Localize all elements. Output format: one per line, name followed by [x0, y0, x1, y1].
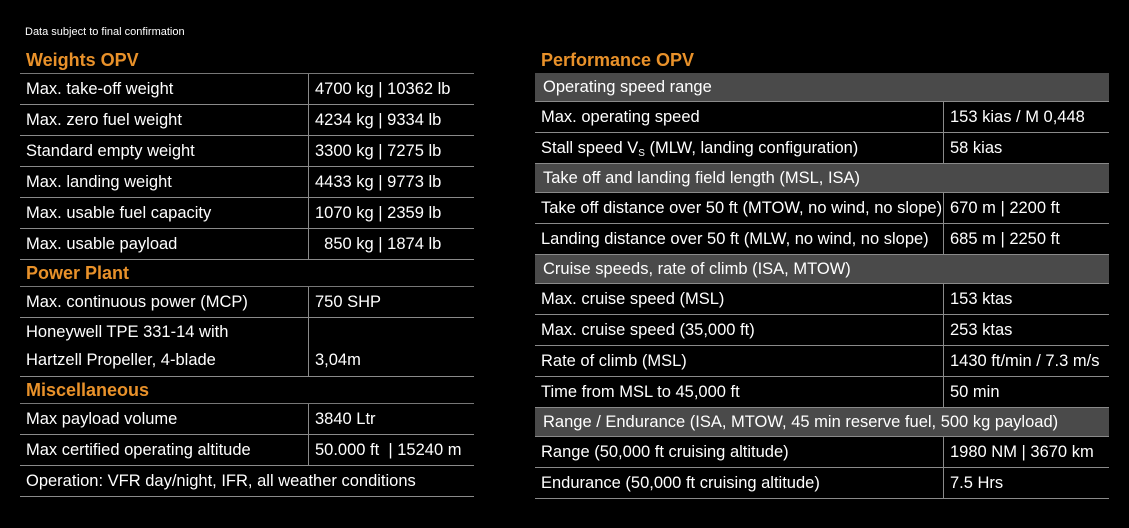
- row-value: 1070 kg | 2359 lb: [308, 198, 474, 228]
- row-value: 58 kias: [943, 133, 1109, 163]
- row-value: 4700 kg | 10362 lb: [308, 74, 474, 104]
- row-label: Range (50,000 ft cruising altitude): [541, 443, 789, 461]
- row-label: Max payload volume: [26, 410, 178, 428]
- table-row: Max. zero fuel weight 4234 kg | 9334 lb: [20, 105, 474, 136]
- power-plant-title: Power Plant: [20, 260, 474, 287]
- row-label: Time from MSL to 45,000 ft: [541, 383, 740, 401]
- row-value: 750 SHP: [308, 287, 474, 317]
- field-length-header: Take off and landing field length (MSL, …: [535, 164, 1109, 193]
- row-label: Standard empty weight: [26, 142, 195, 160]
- propeller-value: 3,04m: [315, 351, 361, 369]
- row-label: Landing distance over 50 ft (MLW, no win…: [541, 230, 929, 248]
- row-label: Honeywell TPE 331-14 with Hartzell Prope…: [20, 318, 308, 376]
- row-value: 3300 kg | 7275 lb: [308, 136, 474, 166]
- row-label: Max. usable fuel capacity: [26, 204, 212, 222]
- row-value: 253 ktas: [943, 315, 1109, 345]
- disclaimer-note: Data subject to final confirmation: [25, 26, 185, 38]
- right-spec-panel: Performance OPV Operating speed range Ma…: [535, 47, 1109, 499]
- table-row: Landing distance over 50 ft (MLW, no win…: [535, 224, 1109, 255]
- row-value: 7.5 Hrs: [943, 468, 1109, 498]
- table-row: Rate of climb (MSL) 1430 ft/min / 7.3 m/…: [535, 346, 1109, 377]
- row-value: 1430 ft/min / 7.3 m/s: [943, 346, 1109, 376]
- row-value: 1980 NM | 3670 km: [943, 437, 1109, 467]
- table-row: Endurance (50,000 ft cruising altitude) …: [535, 468, 1109, 499]
- table-row: Standard empty weight 3300 kg | 7275 lb: [20, 136, 474, 167]
- engine-line-1: Honeywell TPE 331-14 with: [26, 323, 229, 341]
- operation-row: Operation: VFR day/night, IFR, all weath…: [20, 466, 474, 497]
- misc-title: Miscellaneous: [20, 377, 474, 404]
- row-label: Max. zero fuel weight: [26, 111, 182, 129]
- row-value: 3,04m: [308, 318, 474, 376]
- table-row: Max. usable fuel capacity 1070 kg | 2359…: [20, 198, 474, 229]
- range-endurance-header: Range / Endurance (ISA, MTOW, 45 min res…: [535, 408, 1109, 437]
- table-row: Max. operating speed 153 kias / M 0,448: [535, 102, 1109, 133]
- row-value: 850 kg | 1874 lb: [308, 229, 474, 259]
- engine-line-2: Hartzell Propeller, 4-blade: [26, 351, 216, 369]
- table-row: Range (50,000 ft cruising altitude) 1980…: [535, 437, 1109, 468]
- table-row: Max. usable payload 850 kg | 1874 lb: [20, 229, 474, 260]
- row-label: Endurance (50,000 ft cruising altitude): [541, 474, 820, 492]
- speed-range-header: Operating speed range: [535, 73, 1109, 102]
- row-label: Max. continuous power (MCP): [26, 293, 248, 311]
- table-row: Stall speed VS (MLW, landing configurati…: [535, 133, 1109, 164]
- cruise-header: Cruise speeds, rate of climb (ISA, MTOW): [535, 255, 1109, 284]
- row-label: Rate of climb (MSL): [541, 352, 687, 370]
- table-row: Max. take-off weight 4700 kg | 10362 lb: [20, 74, 474, 105]
- row-label: Stall speed VS (MLW, landing configurati…: [535, 133, 943, 163]
- row-label: Max. usable payload: [26, 235, 178, 253]
- row-value: 50 min: [943, 377, 1109, 407]
- stall-label-post: (MLW, landing configuration): [644, 139, 859, 157]
- table-row: Time from MSL to 45,000 ft 50 min: [535, 377, 1109, 408]
- performance-title: Performance OPV: [541, 50, 695, 70]
- table-row: Max. landing weight 4433 kg | 9773 lb: [20, 167, 474, 198]
- table-row: Max certified operating altitude 50.000 …: [20, 435, 474, 466]
- row-value: 50.000 ft | 15240 m: [308, 435, 474, 465]
- weights-title: Weights OPV: [20, 47, 474, 74]
- table-row: Honeywell TPE 331-14 with Hartzell Prope…: [20, 318, 474, 377]
- row-value: 3840 Ltr: [308, 404, 474, 434]
- row-value: 4234 kg | 9334 lb: [308, 105, 474, 135]
- row-label: Max. landing weight: [26, 173, 172, 191]
- row-label: Max. take-off weight: [26, 80, 174, 98]
- row-value: 685 m | 2250 ft: [943, 224, 1109, 254]
- stall-label-pre: Stall speed V: [541, 139, 639, 157]
- table-row: Take off distance over 50 ft (MTOW, no w…: [535, 193, 1109, 224]
- row-value: 4433 kg | 9773 lb: [308, 167, 474, 197]
- row-label: Max certified operating altitude: [26, 441, 251, 459]
- row-value: 670 m | 2200 ft: [943, 193, 1109, 223]
- row-label: Take off distance over 50 ft (MTOW, no w…: [541, 199, 943, 217]
- table-row: Max. cruise speed (MSL) 153 ktas: [535, 284, 1109, 315]
- table-row: Max. cruise speed (35,000 ft) 253 ktas: [535, 315, 1109, 346]
- row-label: Max. operating speed: [541, 108, 700, 126]
- row-value: 153 ktas: [943, 284, 1109, 314]
- table-row: Max. continuous power (MCP) 750 SHP: [20, 287, 474, 318]
- left-spec-panel: Weights OPV Max. take-off weight 4700 kg…: [20, 47, 474, 497]
- row-label: Max. cruise speed (35,000 ft): [541, 321, 755, 339]
- row-label: Max. cruise speed (MSL): [541, 290, 725, 308]
- stall-label-sub: S: [638, 148, 645, 159]
- table-row: Max payload volume 3840 Ltr: [20, 404, 474, 435]
- row-value: 153 kias / M 0,448: [943, 102, 1109, 132]
